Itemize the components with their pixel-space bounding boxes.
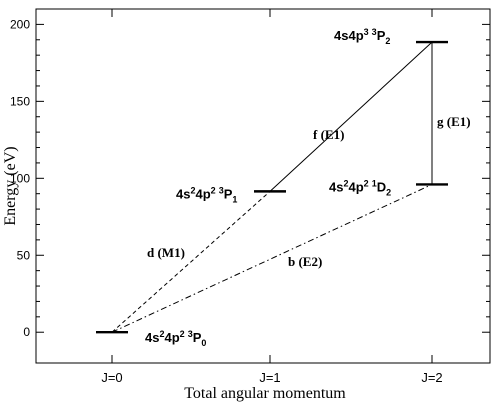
plot-frame <box>35 8 491 364</box>
transition-line <box>111 191 271 333</box>
level-labels: 4s24p2 3P0 4s24p2 3P1 4s24p2 1D2 4s4p3 3P2 <box>145 27 391 348</box>
transition-label: f (E1) <box>313 127 344 142</box>
transition-labels: d (M1) b (E2) f (E1) g (E1) <box>147 114 471 269</box>
y-tick-label: 200 <box>10 17 30 31</box>
transition-line <box>269 41 433 192</box>
x-tick-label: J=1 <box>259 370 280 385</box>
transition-label: b (E2) <box>288 254 322 269</box>
x-tick-label: J=2 <box>421 370 442 385</box>
transition-label: g (E1) <box>437 114 471 129</box>
level-label: 4s4p3 3P2 <box>334 27 390 46</box>
y-axis-ticks: 0 50 100 150 200 <box>10 17 490 339</box>
x-axis-ticks: J=0 J=1 J=2 <box>101 9 443 385</box>
x-axis-title: Total angular momentum <box>184 385 346 402</box>
y-axis-title: Energy (eV) <box>2 146 19 225</box>
y-tick-label: 0 <box>23 325 30 339</box>
energy-levels <box>96 40 448 334</box>
x-tick-label: J=0 <box>101 370 122 385</box>
y-tick-label: 100 <box>10 171 30 185</box>
y-tick-label: 50 <box>17 248 31 262</box>
level-label: 4s24p2 1D2 <box>329 178 391 197</box>
y-tick-label: 150 <box>10 94 30 108</box>
transition-line <box>111 184 433 333</box>
transition-label: d (M1) <box>147 245 185 260</box>
transition-lines <box>111 41 433 333</box>
level-label: 4s24p2 3P0 <box>145 329 206 348</box>
level-label: 4s24p2 3P1 <box>176 185 237 204</box>
